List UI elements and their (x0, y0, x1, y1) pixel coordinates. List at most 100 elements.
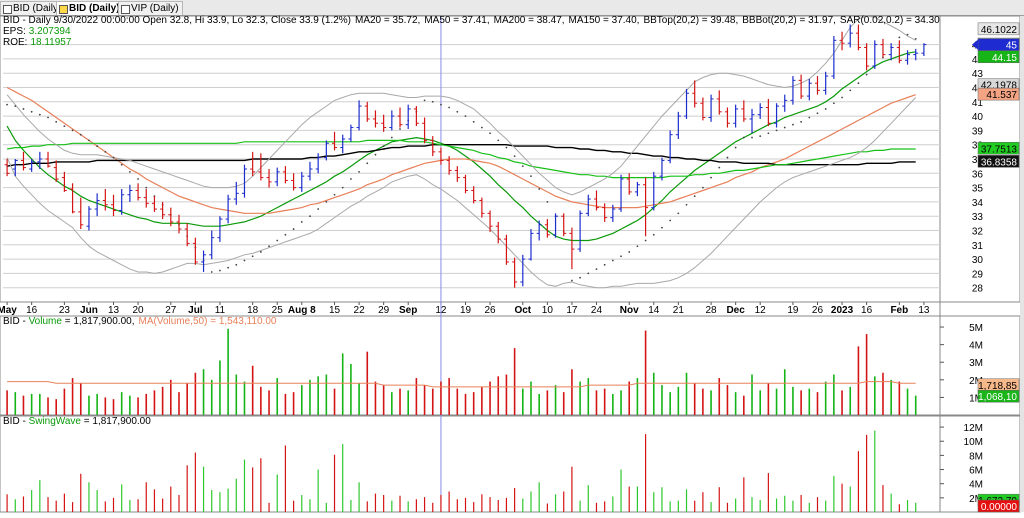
sar-dot (79, 133, 82, 136)
ohlc-bar (45, 151, 51, 168)
sar-dot (538, 188, 541, 190)
x-tick-label: 15 (329, 305, 341, 316)
sar-dot (611, 259, 614, 262)
roe-label: ROE: (3, 37, 28, 48)
current-price-arrow-icon (972, 39, 978, 50)
price-legend-ohlc: BID - Daily 9/30/2022 00:00:00 Open 32.8… (3, 15, 351, 26)
roe-line: ROE: 18.11957 (3, 37, 75, 48)
ohlc-bar (626, 173, 632, 195)
ohlc-bar (577, 210, 583, 252)
series-line-ma150 (6, 139, 916, 179)
ohlc-bar (160, 201, 166, 220)
tab-bid-daily-2[interactable]: BID (Daily) (56, 1, 124, 15)
sar-dot (669, 219, 672, 222)
ohlc-bar (667, 130, 673, 164)
x-tick-label: Jul (188, 305, 203, 316)
ohlc-bar (585, 194, 591, 217)
swing-badge: 0.00000 (977, 499, 1020, 513)
ohlc-bar (724, 107, 730, 128)
swing-legend: BID - SwingWave = 1,817,900.00 (3, 416, 155, 427)
price-badge-text: 44.15 (992, 53, 1017, 64)
sar-dot (603, 263, 606, 266)
ohlc-bar (512, 257, 518, 288)
ohlc-bar (643, 177, 649, 237)
sar-dot (235, 263, 238, 266)
eps-label: EPS: (3, 26, 26, 37)
price-badge: 45 (977, 38, 1020, 52)
sar-dot (489, 132, 491, 135)
x-tick-label: Oct (514, 305, 531, 316)
sar-dot (128, 170, 131, 173)
sar-dot (292, 228, 295, 230)
x-tick-label: 13 (108, 305, 120, 316)
sar-dot (390, 136, 393, 139)
ohlc-bar (53, 160, 59, 182)
ohlc-bar (896, 40, 902, 64)
price-badge: 37.7513 (977, 142, 1020, 155)
ohlc-bar (413, 106, 419, 127)
ohlc-bar (233, 181, 239, 205)
sar-dot (571, 279, 573, 282)
volume-y-tick-label: 2M (969, 376, 983, 387)
sar-dot (759, 135, 762, 138)
x-tick-label: 21 (673, 305, 685, 316)
tab-label: BID (Daily) (13, 3, 62, 14)
ohlc-bar (143, 189, 149, 208)
tab-vip-daily[interactable]: VIP (Daily) (118, 1, 183, 15)
ohlc-bar (446, 156, 452, 175)
x-tick-label: 11 (215, 305, 226, 316)
chart-doc-icon (3, 5, 12, 14)
ohlc-bar (790, 76, 796, 105)
sar-dot (652, 233, 655, 236)
price-y-tick-label: 38 (972, 141, 984, 152)
ohlc-bar (315, 153, 321, 174)
volume-badge: 1,068,10 (977, 389, 1020, 403)
sar-dot (333, 193, 336, 196)
x-tick-label: 20 (133, 305, 145, 316)
sar-dot (644, 239, 647, 242)
ohlc-bar (700, 97, 706, 121)
ohlc-bar (823, 71, 829, 95)
legend-ma150: MA150 = 37.40, (568, 15, 640, 26)
ohlc-bar (282, 166, 288, 184)
ohlc-bar (593, 190, 599, 211)
legend-bbbot: BBBot(20,2) = 31.97, (742, 15, 836, 26)
ohlc-bar (814, 76, 820, 95)
volume-badge-text: 1,068,10 (978, 392, 1017, 403)
x-tick-label: 23 (59, 305, 71, 316)
ohlc-bar (749, 108, 755, 134)
x-tick-label: 25 (272, 305, 284, 316)
tab-bid-daily-1[interactable]: BID (Daily) (0, 1, 66, 15)
swing-y-tick-label: 8M (969, 451, 983, 462)
x-tick-label: 22 (354, 305, 366, 316)
sar-dot (374, 153, 377, 156)
ohlc-bar (602, 203, 608, 222)
volume-badge: 1,718,85 (977, 378, 1020, 392)
volume-legend-value: = 1,817,900.00, (61, 316, 135, 327)
swing-y-tick-label: 4M (969, 480, 983, 491)
series-line-ma50 (6, 86, 916, 214)
ohlc-bar (397, 107, 403, 128)
ohlc-bar (864, 43, 870, 71)
ohlc-bar (503, 234, 509, 265)
sar-dot (276, 239, 279, 242)
volume-badge-bg (977, 389, 1020, 403)
volume-legend: BID - Volume = 1,817,900.00, MA(Volume,50… (3, 316, 280, 327)
x-tick-label: 19 (787, 305, 799, 316)
sar-dot (792, 123, 794, 126)
swing-legend-value: = 1,817,900.00 (81, 416, 151, 427)
ohlc-bar (618, 174, 624, 212)
sar-dot (620, 255, 622, 258)
swing-y-tick-label: 10M (964, 437, 983, 448)
sar-dot (472, 120, 475, 123)
price-badge-text: 45 (1006, 41, 1018, 52)
ohlc-bar (250, 151, 256, 177)
ohlc-bar (520, 254, 526, 287)
sar-dot (104, 150, 107, 153)
sar-dot (341, 186, 344, 189)
ohlc-bar (675, 111, 681, 139)
x-tick-label: 29 (378, 305, 390, 316)
tab-label: BID (Daily) (69, 3, 120, 14)
sar-dot (865, 73, 868, 76)
